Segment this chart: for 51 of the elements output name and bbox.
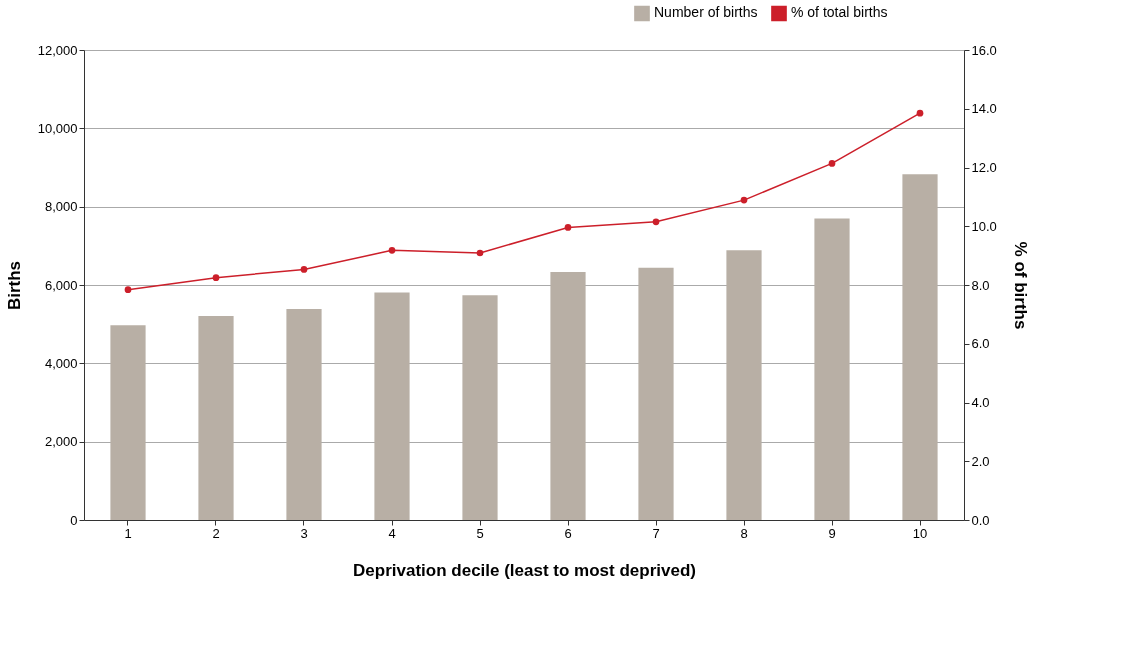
point [828, 160, 836, 167]
x-tick-label: 5 [476, 525, 484, 541]
bar [550, 272, 586, 520]
y2-tick-label: 0.0 [971, 512, 990, 528]
bar [198, 315, 234, 520]
bar [286, 308, 322, 520]
y2-tick-label: 12.0 [971, 160, 997, 175]
point [476, 249, 484, 257]
x-axis-title: Deprivation decile (least to most deprived) [353, 560, 696, 580]
x-tick-label: 4 [388, 525, 396, 541]
y-tick-label: 12,000 [37, 42, 78, 58]
y2-tick-label: 8.0 [971, 277, 990, 293]
point [212, 274, 220, 281]
point [916, 109, 924, 117]
y-tick-label: 8,000 [44, 199, 78, 215]
y-tick-label: 10,000 [37, 120, 78, 136]
bar [726, 250, 762, 520]
point [300, 266, 308, 273]
y-tick-label: 4,000 [44, 355, 78, 371]
legend-label: Number of births [654, 4, 758, 21]
x-tick-label: 7 [652, 525, 660, 541]
bar [110, 325, 146, 520]
y2-tick-label: 6.0 [971, 336, 990, 352]
y2-tick-label: 10.0 [971, 218, 997, 234]
x-tick-label: 3 [300, 525, 308, 541]
y2-tick-label: 14.0 [971, 101, 997, 117]
bar [462, 295, 498, 520]
legend-label: % of total births [791, 4, 888, 21]
point [124, 286, 132, 294]
y-tick-label: 0 [70, 512, 78, 528]
point [388, 246, 396, 254]
y2-tick-label: 16.0 [971, 42, 997, 58]
y-tick-label: 2,000 [44, 434, 78, 450]
point [740, 196, 748, 204]
bar [902, 174, 938, 520]
point [564, 224, 572, 231]
y2-axis-title: % of births [1010, 241, 1030, 330]
x-tick-label: 1 [124, 525, 132, 541]
bar [638, 267, 674, 520]
point [652, 218, 660, 226]
y2-tick-label: 2.0 [971, 453, 990, 469]
x-tick-label: 2 [212, 525, 220, 541]
x-tick-label: 6 [564, 525, 572, 541]
x-tick-label: 10 [912, 525, 928, 541]
bar [374, 292, 410, 520]
y-axis-title: Births [4, 260, 24, 311]
y2-tick-label: 4.0 [971, 395, 990, 410]
y-tick-label: 6,000 [44, 277, 78, 293]
x-tick-label: 9 [828, 525, 836, 541]
x-tick-label: 8 [740, 525, 748, 541]
bar [814, 218, 850, 520]
